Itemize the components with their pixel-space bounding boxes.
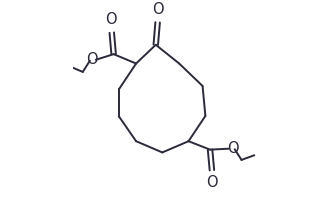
Text: O: O xyxy=(86,52,98,67)
Text: O: O xyxy=(206,176,218,190)
Text: O: O xyxy=(152,2,163,17)
Text: O: O xyxy=(105,12,117,27)
Text: O: O xyxy=(227,141,239,156)
